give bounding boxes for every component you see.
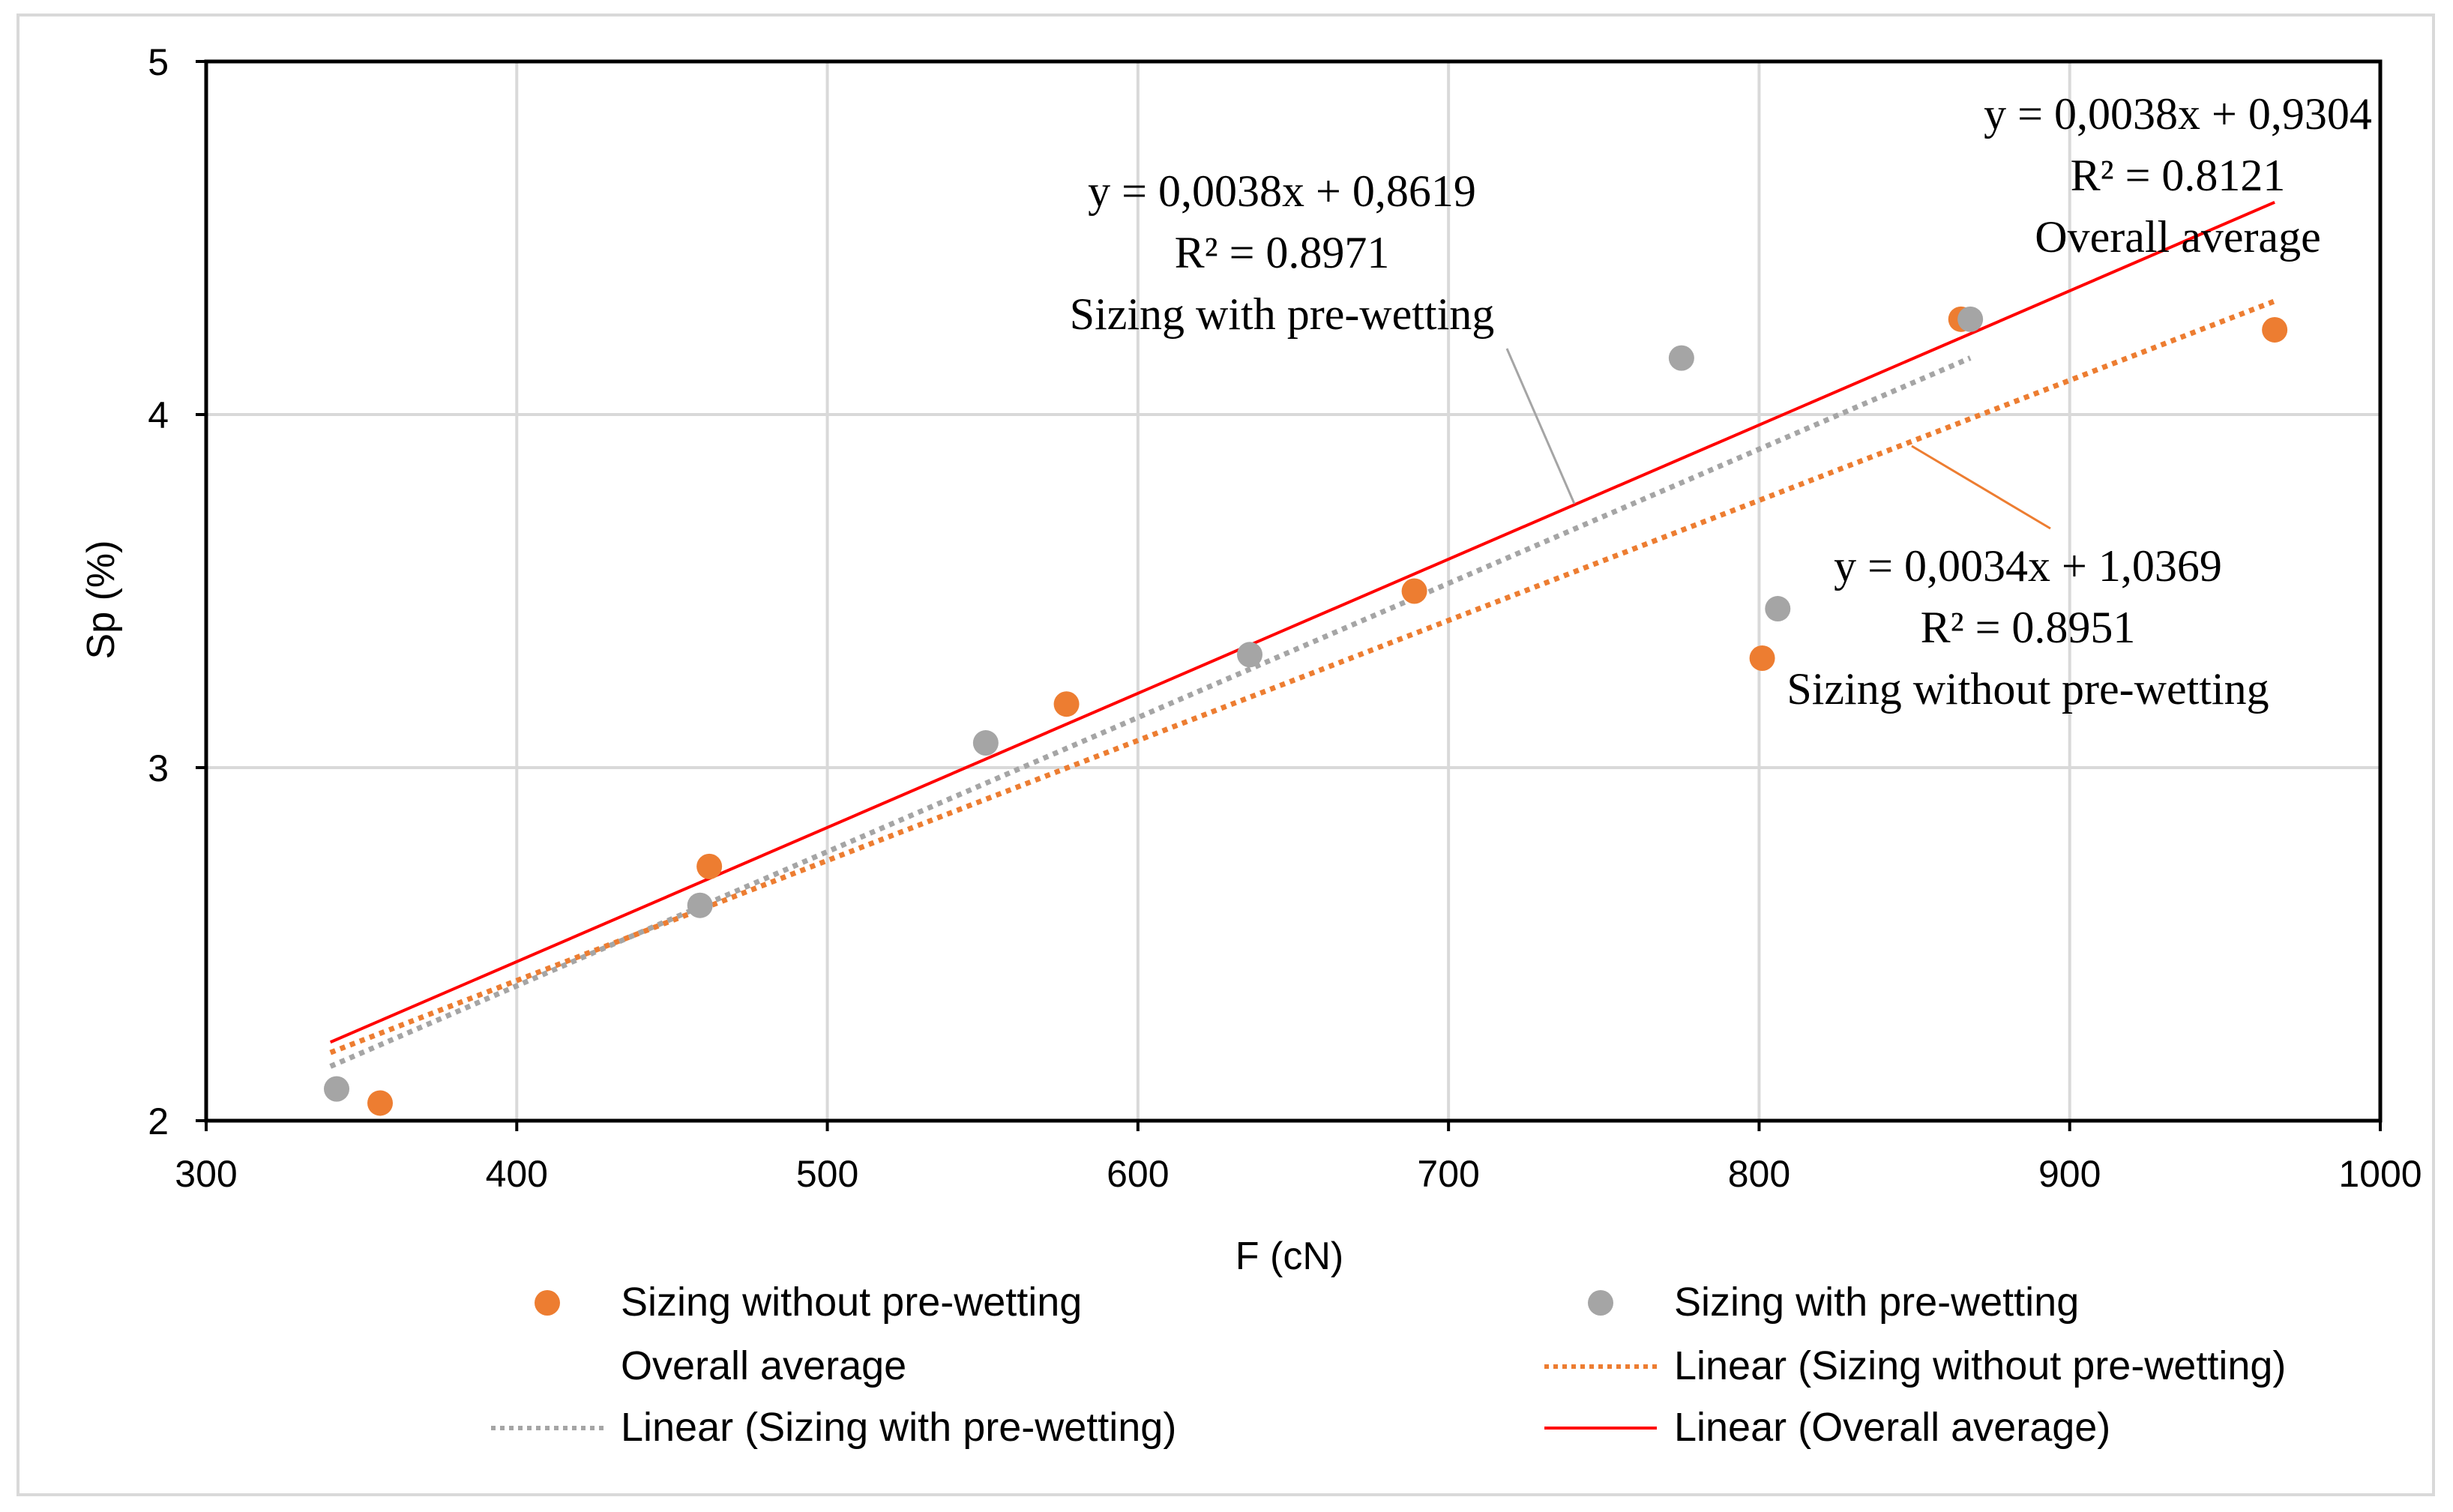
legend: Sizing without pre-wetting Sizing with pr… bbox=[491, 1280, 2286, 1450]
trendline-with bbox=[329, 355, 1972, 1069]
legend-marker-dot bbox=[535, 1290, 560, 1316]
point-without-prewetting bbox=[1053, 691, 1080, 717]
point-with-prewetting bbox=[1668, 345, 1694, 371]
annotation-leader-with bbox=[1505, 348, 1576, 504]
annotation-overall-line: Overall average bbox=[2035, 212, 2320, 262]
point-without-prewetting bbox=[696, 853, 723, 879]
legend-label: Sizing without pre-wetting bbox=[621, 1280, 1082, 1325]
x-tick-label: 300 bbox=[175, 1153, 237, 1195]
annotation-with-line: Sizing with pre-wetting bbox=[1070, 289, 1495, 339]
point-with-prewetting bbox=[1765, 596, 1791, 622]
data-point-layer bbox=[324, 306, 2288, 1116]
point-with-prewetting bbox=[687, 892, 713, 918]
y-tick-label: 2 bbox=[148, 1100, 169, 1142]
y-axis-title: Sp (%) bbox=[79, 540, 123, 660]
annotation-with-line: R² = 0.8971 bbox=[1175, 228, 1390, 277]
legend-label: Linear (Sizing with pre-wetting) bbox=[621, 1405, 1176, 1450]
legend-label: Sizing with pre-wetting bbox=[1674, 1280, 2079, 1325]
trendline-overall bbox=[329, 200, 2275, 1044]
annotation-without-line: y = 0,0034x + 1,0369 bbox=[1834, 541, 2222, 591]
annotation-layer: y = 0,0038x + 0,8619 R² = 0.8971 Sizing wi… bbox=[1070, 89, 2372, 714]
x-tick-label: 600 bbox=[1107, 1153, 1169, 1195]
x-tick-label: 1000 bbox=[2338, 1153, 2422, 1195]
plot-area-border bbox=[204, 59, 2383, 1123]
x-tick-label: 500 bbox=[796, 1153, 858, 1195]
x-tick-label: 800 bbox=[1728, 1153, 1790, 1195]
x-tick-label: 900 bbox=[2038, 1153, 2101, 1195]
annotation-overall-line: y = 0,0038x + 0,9304 bbox=[1984, 89, 2372, 139]
axis-layer: 300 400 500 600 700 800 900 1000 2 3 4 5 bbox=[148, 41, 2422, 1195]
point-with-prewetting bbox=[1957, 306, 1984, 332]
trendline-layer bbox=[329, 200, 2276, 1069]
annotation-leader-without bbox=[1911, 445, 2051, 530]
legend-marker-dot bbox=[1588, 1290, 1613, 1316]
point-without-prewetting bbox=[1749, 645, 1775, 671]
trendline-without bbox=[329, 298, 2276, 1055]
point-without-prewetting bbox=[1401, 578, 1427, 604]
point-without-prewetting bbox=[2262, 316, 2288, 343]
y-tick-label: 3 bbox=[148, 747, 169, 789]
y-tick-label: 4 bbox=[148, 394, 169, 436]
y-tick-label: 5 bbox=[148, 41, 169, 83]
point-with-prewetting bbox=[972, 730, 999, 756]
legend-label: Linear (Overall average) bbox=[1674, 1405, 2110, 1450]
annotation-without-line: Sizing without pre-wetting bbox=[1787, 664, 2269, 714]
x-tick-label: 400 bbox=[486, 1153, 548, 1195]
point-without-prewetting bbox=[367, 1090, 393, 1116]
annotation-without-line: R² = 0.8951 bbox=[1921, 603, 2136, 652]
legend-label: Linear (Sizing without pre-wetting) bbox=[1674, 1343, 2286, 1388]
annotation-with-line: y = 0,0038x + 0,8619 bbox=[1088, 166, 1476, 216]
chart-frame bbox=[16, 13, 2435, 1496]
point-with-prewetting bbox=[324, 1076, 349, 1102]
point-with-prewetting bbox=[1237, 642, 1262, 668]
legend-label: Overall average bbox=[621, 1343, 906, 1388]
x-axis-title: F (cN) bbox=[1235, 1235, 1343, 1278]
annotation-overall-line: R² = 0.8121 bbox=[2071, 151, 2286, 200]
x-tick-label: 700 bbox=[1417, 1153, 1479, 1195]
